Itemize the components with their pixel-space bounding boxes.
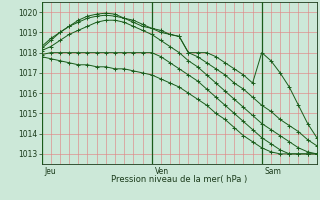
X-axis label: Pression niveau de la mer( hPa ): Pression niveau de la mer( hPa ) — [111, 175, 247, 184]
Text: Jeu: Jeu — [44, 167, 56, 176]
Text: Ven: Ven — [155, 167, 169, 176]
Text: Sam: Sam — [265, 167, 281, 176]
